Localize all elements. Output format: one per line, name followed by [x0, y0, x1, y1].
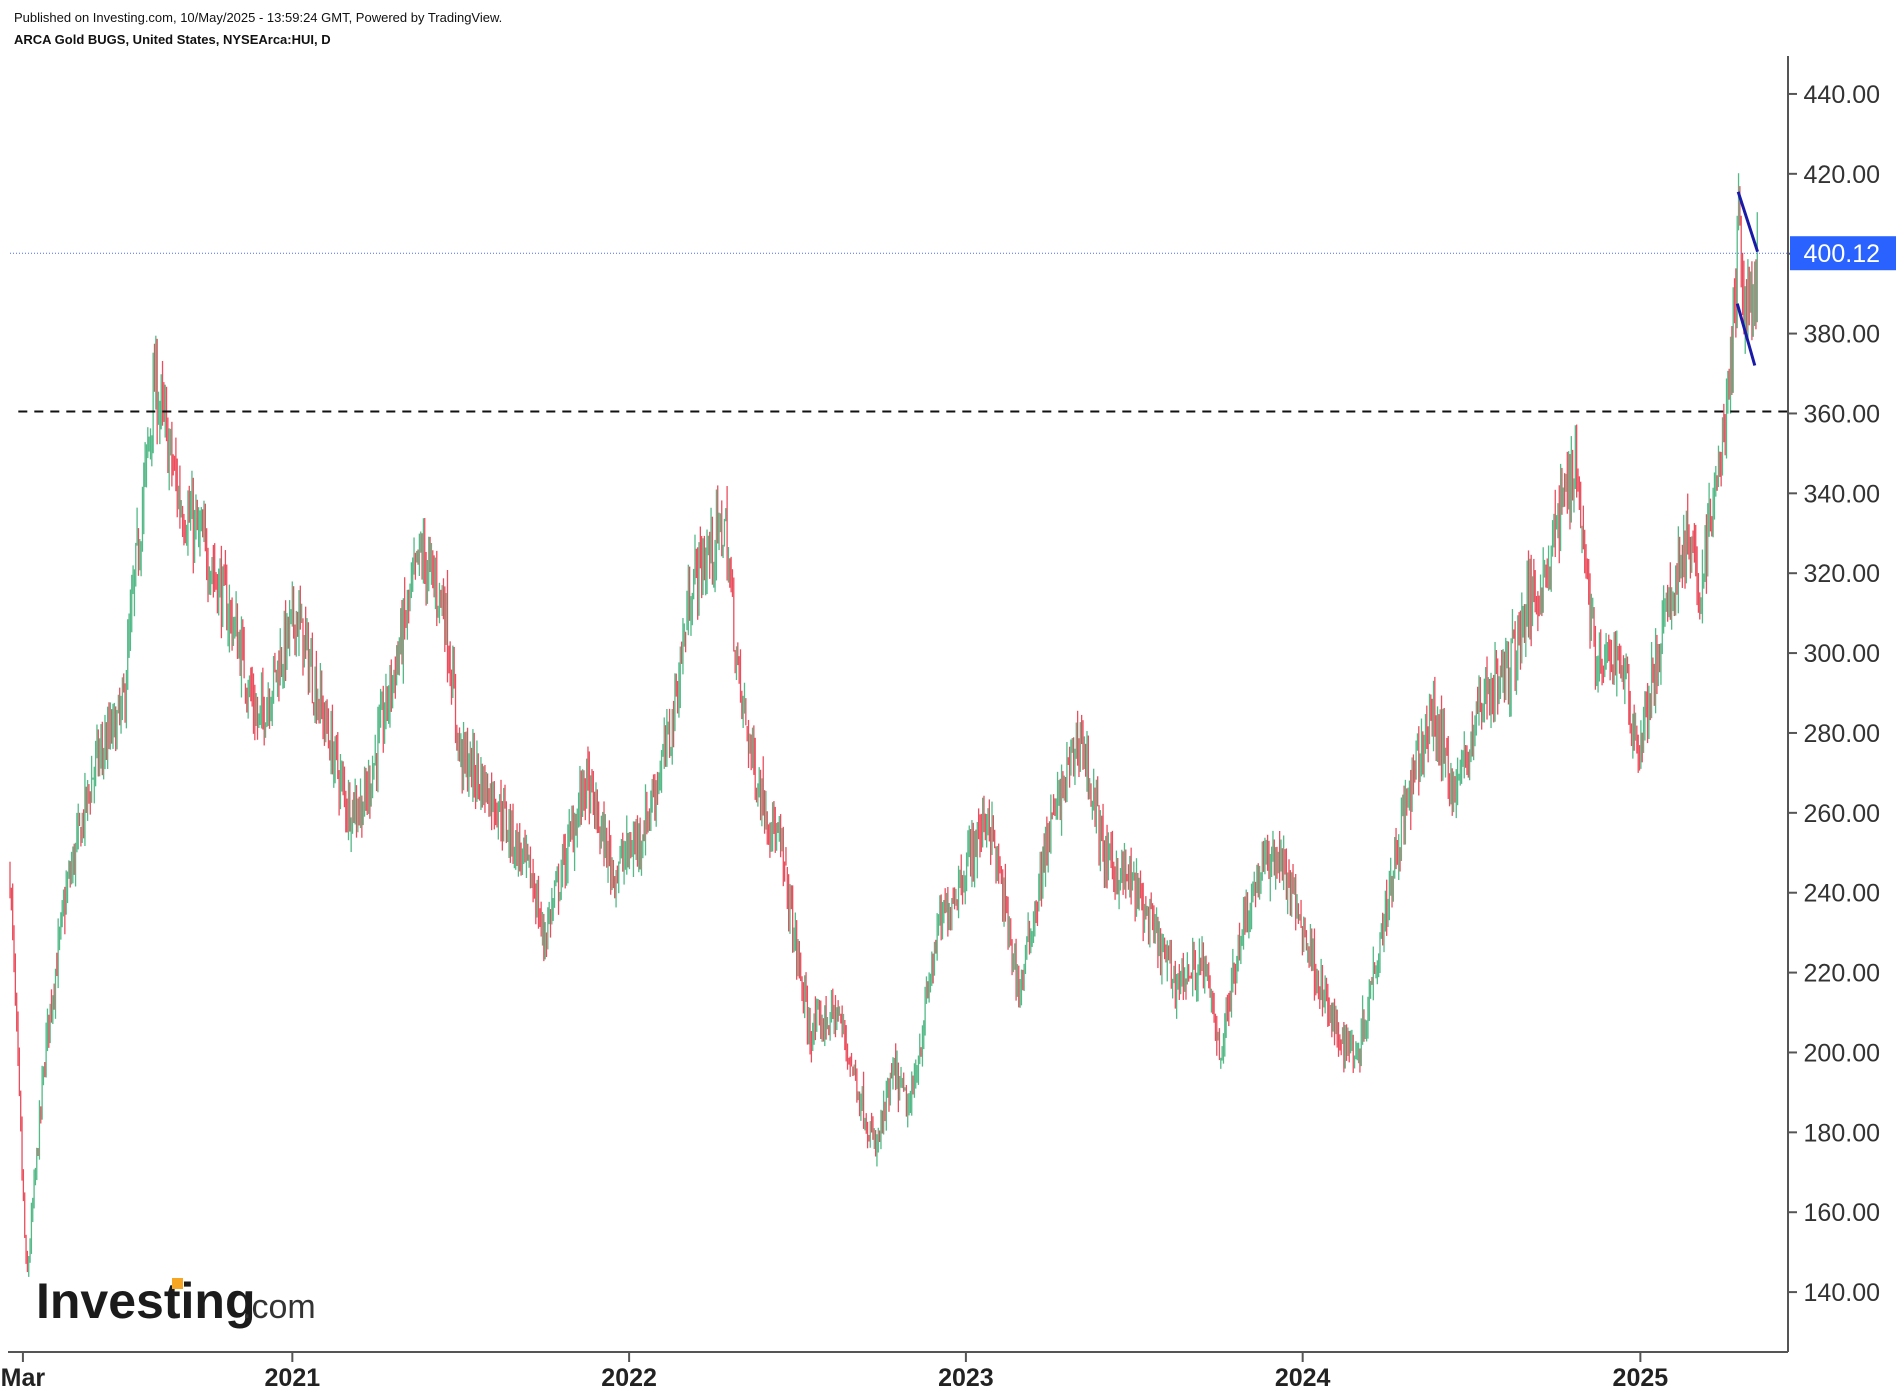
y-tick-label: 340.00	[1804, 480, 1880, 508]
last-price-badge	[1790, 236, 1896, 271]
y-tick-label: 180.00	[1804, 1119, 1880, 1147]
symbol-title: ARCA Gold BUGS, United States, NYSEArca:…	[14, 32, 331, 47]
y-tick-label: 360.00	[1804, 400, 1880, 428]
y-tick-label: 140.00	[1804, 1279, 1880, 1307]
y-tick-label: 380.00	[1804, 321, 1880, 349]
y-tick-label: 200.00	[1804, 1039, 1880, 1067]
y-tick-label: 420.00	[1804, 161, 1880, 189]
x-tick-label: 2022	[601, 1364, 657, 1392]
y-tick-label: 260.00	[1804, 800, 1880, 828]
logo-suffix: .com	[242, 1288, 316, 1326]
y-tick-label: 300.00	[1804, 640, 1880, 668]
axes-layer: 140.00 160.00 180.00 200.00 220.00 240.00 260.…	[1, 56, 1896, 1392]
x-tick-label: 2023	[938, 1364, 994, 1392]
investing-logo: Investing .com	[36, 1273, 316, 1329]
last-price-label: 400.12	[1804, 240, 1880, 268]
y-tick-label: 440.00	[1804, 81, 1880, 109]
trendline	[1736, 191, 1759, 253]
overlays-layer	[10, 191, 1788, 413]
y-tick-label: 160.00	[1804, 1199, 1880, 1227]
publish-info: Published on Investing.com, 10/May/2025 …	[14, 10, 503, 25]
trendline	[1735, 303, 1757, 366]
candles-layer	[9, 173, 1758, 1277]
y-tick-label: 320.00	[1804, 560, 1880, 588]
x-tick-label: 2021	[265, 1364, 321, 1392]
x-tick-label: Mar	[1, 1364, 46, 1392]
x-tick-label: 2025	[1613, 1364, 1669, 1392]
x-tick-label: 2024	[1275, 1364, 1331, 1392]
y-tick-label: 280.00	[1804, 720, 1880, 748]
logo-text: Investing	[36, 1273, 255, 1329]
y-tick-label: 220.00	[1804, 960, 1880, 988]
logo-dot	[172, 1278, 183, 1289]
y-tick-label: 240.00	[1804, 880, 1880, 908]
